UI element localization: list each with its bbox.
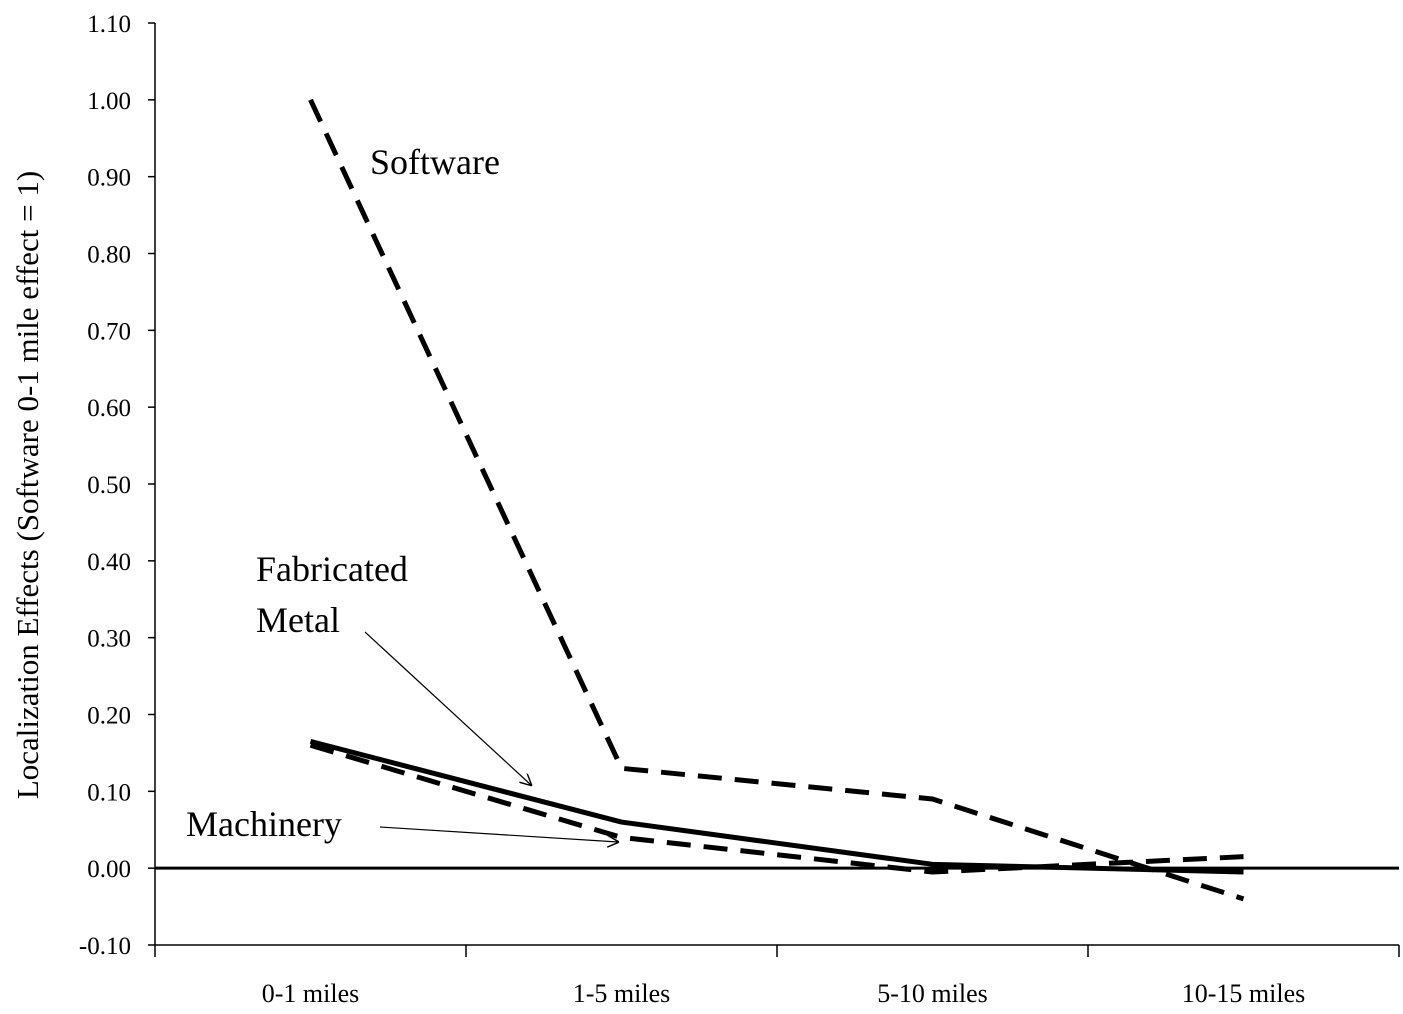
machinery-data-point	[931, 870, 935, 874]
software-data-point	[620, 766, 624, 770]
fabricated-metal-data-point	[620, 820, 624, 824]
y-tick-label: 0.00	[87, 856, 131, 883]
fabricated-metal-series-label-line2: Metal	[256, 600, 340, 640]
y-tick-label: 0.70	[87, 318, 131, 345]
fabricated-metal-data-point	[309, 739, 313, 743]
machinery-series-label: Machinery	[186, 804, 342, 844]
y-tick-label: 0.60	[87, 395, 131, 422]
y-tick-label: 0.20	[87, 703, 131, 730]
machinery-series-line	[309, 742, 1244, 875]
y-tick-label: 0.30	[87, 626, 131, 653]
axes: 1.10 1.00 0.90 0.80 0.70 0.60 0.50 0.40 0.30 0.20…	[79, 11, 1400, 1008]
machinery-data-point	[1242, 855, 1246, 859]
machinery-data-point	[620, 835, 624, 839]
software-data-point	[309, 98, 313, 102]
software-series-label: Software	[370, 142, 500, 182]
y-tick-label: 0.90	[87, 165, 131, 192]
x-category-label: 5-10 miles	[877, 979, 988, 1008]
y-tick-label: 0.50	[87, 472, 131, 499]
fabricated-metal-series-label-line1: Fabricated	[256, 549, 408, 589]
machinery-pointer-arrow	[379, 826, 618, 842]
x-category-label: 10-15 miles	[1182, 979, 1306, 1008]
y-tick-label: 0.10	[87, 779, 131, 806]
software-data-point	[1242, 897, 1246, 901]
fabricated-metal-data-point	[1242, 870, 1246, 874]
y-tick-label: 1.00	[87, 88, 131, 115]
y-tick-label: 0.40	[87, 549, 131, 576]
fabricated-metal-pointer-arrow	[364, 631, 531, 785]
y-tick-label: -0.10	[79, 933, 131, 960]
y-axis-title: Localization Effects (Software 0-1 mile …	[10, 171, 45, 799]
x-category-label: 1-5 miles	[573, 979, 671, 1008]
y-tick-label: 1.10	[87, 11, 131, 38]
software-data-point	[931, 797, 935, 801]
fabricated-metal-series-line	[309, 738, 1244, 875]
fabricated-metal-data-point	[931, 862, 935, 866]
series-lines	[308, 98, 1246, 902]
x-category-label: 0-1 miles	[262, 979, 360, 1008]
y-tick-label: 0.80	[87, 242, 131, 269]
software-series-line	[308, 98, 1245, 902]
